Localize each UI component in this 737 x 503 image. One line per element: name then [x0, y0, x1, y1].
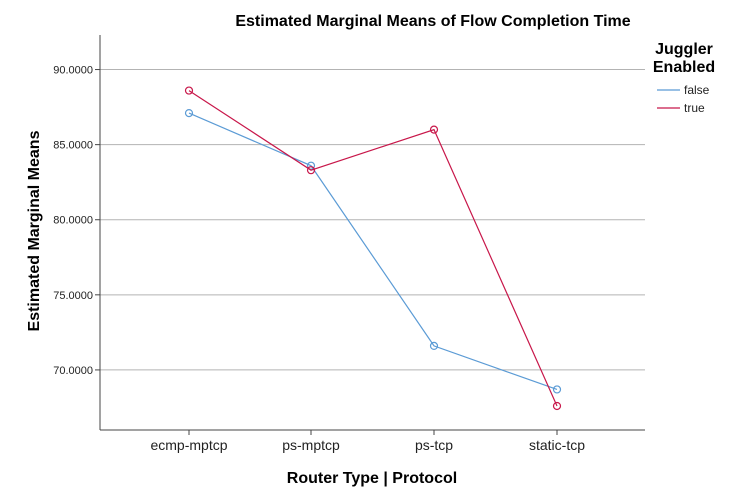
x-tick-label: ps-mptcp [282, 437, 340, 453]
chart-title: Estimated Marginal Means of Flow Complet… [235, 13, 630, 30]
y-tick-label: 85.0000 [53, 140, 93, 152]
y-tick-label: 75.0000 [53, 290, 93, 302]
legend-title: Juggler Enabled [653, 41, 715, 76]
legend-label: true [684, 101, 705, 115]
series-lines [184, 86, 562, 411]
data-point [552, 401, 562, 411]
data-point [429, 341, 439, 350]
y-axis-title: Estimated Marginal Means [26, 130, 43, 331]
legend-title-line: Enabled [653, 59, 715, 76]
y-ticks: 70.0000 75.0000 80.0000 85.0000 90.0000 [53, 65, 100, 377]
x-axis-title: Router Type | Protocol [287, 470, 457, 487]
legend-label: false [684, 83, 710, 97]
legend-title-line: Juggler [655, 41, 713, 58]
y-tick-label: 70.0000 [53, 365, 93, 377]
x-tick-label: ps-tcp [415, 437, 453, 453]
data-point [552, 385, 562, 394]
data-point [429, 125, 439, 134]
series-line [188, 90, 558, 407]
legend-items: false true [657, 83, 710, 115]
x-tick-label: ecmp-mptcp [150, 437, 227, 453]
series-false [184, 108, 562, 394]
legend-item: false [657, 83, 710, 97]
series-true [184, 86, 562, 411]
y-tick-label: 80.0000 [53, 215, 93, 227]
data-point [184, 86, 194, 95]
x-ticks: ecmp-mptcp ps-mptcp ps-tcp static-tcp [150, 430, 585, 453]
gridlines [100, 69, 645, 371]
x-tick-label: static-tcp [529, 437, 585, 453]
legend: Juggler Enabled false true [653, 41, 715, 115]
series-line [188, 112, 558, 391]
legend-item: true [657, 101, 705, 115]
data-point [306, 161, 316, 170]
axes [99, 35, 645, 431]
data-point [306, 166, 316, 175]
data-point [184, 108, 194, 118]
y-tick-label: 90.0000 [53, 65, 93, 77]
